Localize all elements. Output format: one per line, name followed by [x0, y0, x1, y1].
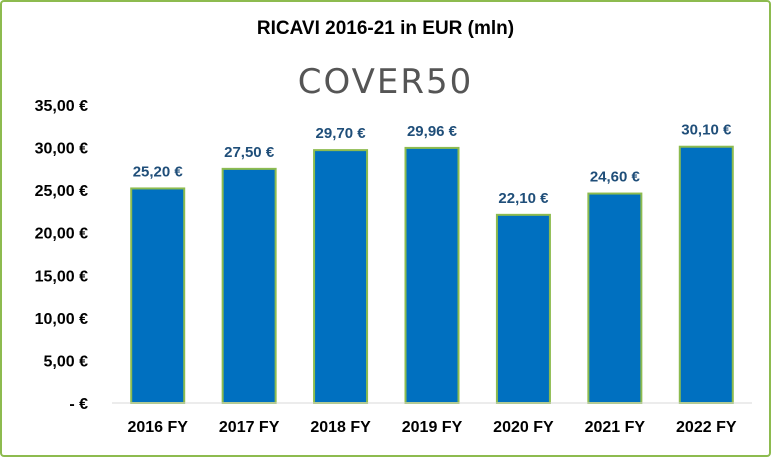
- x-tick-label: 2019 FY: [402, 419, 463, 436]
- bar: [495, 213, 551, 404]
- cover50-logo: COVER50: [297, 62, 474, 102]
- chart-title: RICAVI 2016-21 in EUR (mln): [256, 18, 515, 39]
- y-tick-label: 25,00 €: [35, 183, 88, 200]
- bar: [313, 149, 369, 404]
- y-tick-label: 20,00 €: [35, 226, 88, 243]
- bar: [587, 192, 643, 404]
- x-tick-label: 2016 FY: [127, 419, 188, 436]
- x-tick-label: 2022 FY: [676, 419, 737, 436]
- data-label: 25,20 €: [133, 163, 184, 180]
- data-label: 24,60 €: [590, 169, 641, 186]
- bars: [130, 145, 734, 404]
- x-tick-label: 2020 FY: [493, 419, 554, 436]
- y-tick-label: 35,00 €: [35, 98, 88, 115]
- data-labels: 25,20 € 27,50 € 29,70 € 29,96 € 22,10 € 24,60…: [133, 122, 732, 207]
- data-label: 22,10 €: [498, 190, 549, 207]
- y-tick-label: 30,00 €: [35, 141, 88, 158]
- x-tick-label: 2021 FY: [585, 419, 646, 436]
- y-axis: - € 5,00 € 10,00 € 15,00 € 20,00 € 25,00 € 30,…: [35, 98, 88, 413]
- y-tick-label: 5,00 €: [44, 353, 89, 370]
- y-tick-label: 15,00 €: [35, 268, 88, 285]
- bar: [404, 146, 460, 404]
- data-label: 30,10 €: [681, 122, 732, 139]
- x-axis: 2016 FY 2017 FY 2018 FY 2019 FY 2020 FY 2021 …: [112, 402, 752, 436]
- bar: [678, 145, 734, 404]
- data-label: 27,50 €: [224, 144, 275, 161]
- x-tick-label: 2018 FY: [310, 419, 371, 436]
- data-label: 29,96 €: [407, 123, 458, 140]
- bar: [221, 167, 277, 404]
- y-tick-label: - €: [69, 396, 88, 413]
- x-tick-label: 2017 FY: [219, 419, 280, 436]
- y-tick-label: 10,00 €: [35, 311, 88, 328]
- data-label: 29,70 €: [316, 125, 367, 142]
- bar: [130, 187, 186, 404]
